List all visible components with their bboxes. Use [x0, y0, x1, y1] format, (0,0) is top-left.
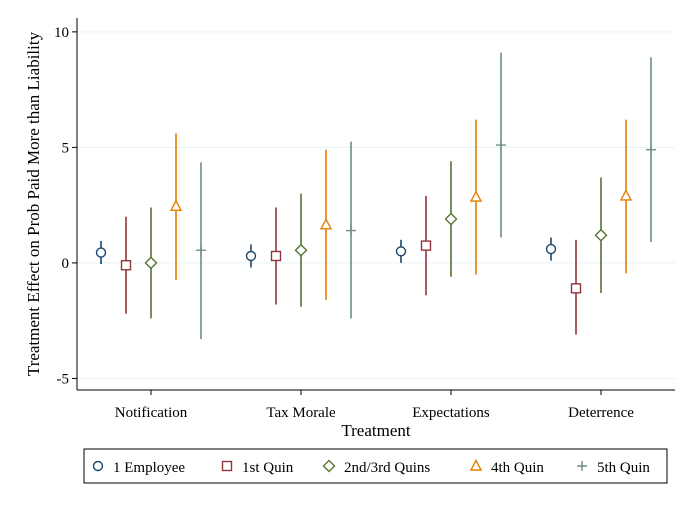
series-2	[144, 161, 608, 319]
point-3-3	[619, 188, 633, 201]
legend-marker-2	[322, 459, 336, 473]
x-tick-label-3: Deterrence	[568, 405, 634, 421]
y-axis-label: Treatment Effect on Prob Paid More than …	[24, 31, 43, 376]
series-layer	[95, 52, 656, 340]
legend-marker-3	[469, 458, 483, 471]
point-1-0	[120, 260, 132, 271]
point-1-2	[420, 240, 432, 251]
legend: 1 Employee 1st Quin 2nd/3rd Quins 4th Quin 5…	[83, 448, 668, 484]
point-1-1	[270, 250, 282, 262]
legend-label-0: 1 Employee	[113, 460, 185, 476]
x-tick-label-2: Expectations	[412, 405, 490, 421]
series-3	[169, 119, 633, 300]
x-tick-label-1: Tax Morale	[266, 405, 336, 421]
point-4-2	[496, 140, 506, 151]
point-2-2	[444, 212, 458, 226]
axes: -5 0 5 10 Notification Tax Morale Expectations…	[54, 18, 675, 421]
y-tick-label-0: -5	[57, 371, 70, 387]
point-2-1	[294, 243, 308, 257]
y-tick-label-3: 10	[54, 25, 69, 41]
legend-label-2: 2nd/3rd Quins	[344, 460, 430, 476]
x-axis-label: Treatment	[341, 421, 411, 440]
series-0	[95, 237, 557, 268]
legend-label-4: 5th Quin	[597, 460, 650, 476]
series-1	[120, 195, 582, 335]
y-tick-label-1: 0	[62, 256, 70, 272]
point-0-0	[95, 247, 107, 258]
series-4	[196, 52, 656, 340]
point-0-2	[395, 246, 407, 257]
point-3-2	[469, 190, 483, 202]
legend-marker-1	[221, 460, 233, 472]
point-4-1	[346, 225, 356, 236]
legend-frame	[83, 448, 668, 484]
point-4-3	[646, 144, 656, 155]
legend-marker-0	[92, 460, 104, 472]
point-0-1	[245, 250, 257, 262]
legend-label-1: 1st Quin	[242, 460, 294, 476]
legend-marker-4	[577, 461, 587, 471]
point-0-3	[545, 243, 557, 255]
y-tick-label-2: 5	[62, 140, 70, 156]
point-3-1	[319, 217, 333, 230]
point-1-3	[570, 283, 582, 294]
x-tick-label-0: Notification	[115, 405, 188, 421]
point-2-3	[594, 228, 608, 242]
point-2-0	[144, 256, 158, 270]
legend-label-3: 4th Quin	[491, 460, 544, 476]
point-3-0	[169, 199, 183, 212]
point-4-0	[196, 245, 206, 256]
